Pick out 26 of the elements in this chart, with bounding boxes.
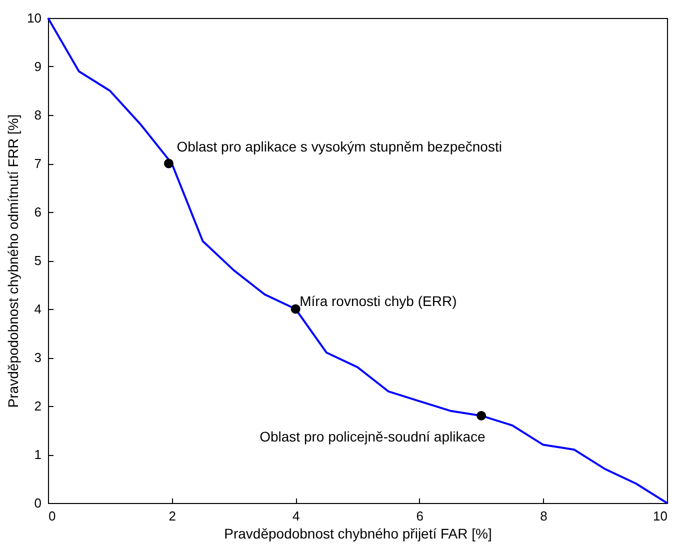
annotation: Oblast pro aplikace s vysokým stupněm bezpečnosti: [176, 138, 502, 154]
point: [290, 304, 300, 314]
y-axis-title: Pravděpodobnost chybného odmítnutí FRR [%]: [5, 114, 22, 408]
y-tick-label: 6: [34, 204, 42, 220]
y-tick-label: 3: [34, 350, 42, 365]
x-tick-label: 0: [48, 508, 56, 524]
y-tick-label: 7: [34, 156, 42, 171]
point: [476, 410, 486, 420]
y-tick-label: 9: [34, 59, 42, 74]
y-tick-label: 10: [27, 10, 42, 26]
x-tick-label: 6: [416, 508, 424, 524]
line-series: [47, 17, 668, 504]
y-tick-label: 2: [34, 398, 42, 414]
x-tick-label: 2: [168, 508, 176, 524]
y-tick-label: 8: [34, 108, 42, 122]
x-tick-label: 8: [540, 508, 548, 524]
y-tick-label: 1: [34, 447, 42, 462]
y-tick-label: 5: [34, 253, 42, 268]
x-axis-title: Pravděpodobnost chybného přijetí FAR [%]: [224, 526, 492, 542]
x-tick-label: 10: [653, 508, 668, 524]
annotation: Oblast pro policejně-soudní aplikace: [260, 428, 486, 445]
annotation: Míra rovnosti chyb (ERR): [300, 293, 457, 309]
x-tick-label: 4: [292, 508, 300, 524]
y-tick-label: 4: [34, 302, 42, 316]
y-tick-label: 0: [34, 496, 42, 510]
point: [164, 158, 174, 168]
